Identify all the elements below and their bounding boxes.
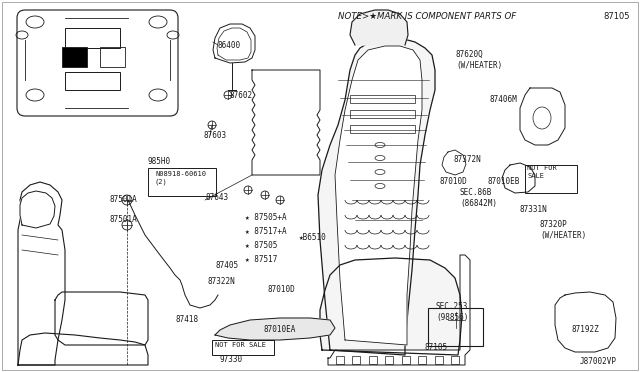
Text: 87010EA: 87010EA [263, 326, 296, 334]
Text: SEC.253
(98856): SEC.253 (98856) [436, 302, 468, 322]
Bar [212, 340, 274, 355]
Text: 87406M: 87406M [490, 96, 518, 105]
Bar [350, 110, 415, 118]
Text: NOT FOR SALE: NOT FOR SALE [215, 342, 266, 348]
Text: N08918-60610
(2): N08918-60610 (2) [155, 171, 206, 185]
Bar [336, 356, 344, 364]
Text: J87002VP: J87002VP [580, 357, 617, 366]
Bar [428, 308, 483, 346]
Text: 87320P
(W/HEATER): 87320P (W/HEATER) [540, 220, 586, 240]
Text: ★ 87517: ★ 87517 [245, 254, 277, 263]
Text: 87418: 87418 [175, 315, 198, 324]
Text: ★ 87505: ★ 87505 [245, 241, 277, 250]
Text: 87372N: 87372N [453, 155, 481, 164]
Polygon shape [213, 24, 255, 63]
Text: 87105: 87105 [603, 12, 630, 21]
Bar [451, 356, 459, 364]
Text: NOTE>★MARK IS COMPONENT PARTS OF: NOTE>★MARK IS COMPONENT PARTS OF [338, 12, 516, 21]
Polygon shape [252, 70, 320, 175]
Bar [525, 165, 577, 193]
Polygon shape [520, 88, 565, 145]
Polygon shape [350, 10, 408, 45]
Polygon shape [20, 191, 55, 228]
Text: 86400: 86400 [218, 41, 241, 49]
Text: 87192Z: 87192Z [572, 326, 600, 334]
Bar [435, 356, 443, 364]
Polygon shape [320, 258, 462, 355]
Text: 87010D: 87010D [440, 177, 468, 186]
Bar [350, 95, 415, 103]
Text: 87643: 87643 [205, 193, 228, 202]
Polygon shape [18, 333, 148, 365]
Polygon shape [328, 255, 470, 365]
Polygon shape [335, 46, 422, 345]
Text: ★B6510: ★B6510 [299, 234, 327, 243]
Bar [369, 356, 377, 364]
Polygon shape [442, 150, 466, 175]
Text: ★ 87505+A: ★ 87505+A [245, 214, 287, 222]
Bar [65, 28, 120, 48]
Polygon shape [318, 38, 435, 355]
Text: 87501A: 87501A [110, 196, 138, 205]
Bar [148, 168, 216, 196]
Bar [62, 47, 87, 67]
Text: SEC.86B
(86842M): SEC.86B (86842M) [460, 188, 497, 208]
Text: 985H0: 985H0 [148, 157, 171, 167]
Text: 87010EB: 87010EB [487, 177, 520, 186]
Text: 87405: 87405 [215, 260, 238, 269]
Bar [350, 125, 415, 133]
Text: 87501A: 87501A [110, 215, 138, 224]
Bar [65, 72, 120, 90]
Text: ★ 87517+A: ★ 87517+A [245, 228, 287, 237]
Text: 87602: 87602 [230, 90, 253, 99]
Text: 87620Q
(W/HEATER): 87620Q (W/HEATER) [456, 50, 502, 70]
Polygon shape [18, 182, 65, 365]
Bar [353, 356, 360, 364]
Polygon shape [55, 292, 148, 345]
Text: 87331N: 87331N [520, 205, 548, 215]
Bar [418, 356, 426, 364]
Bar [402, 356, 410, 364]
Bar [385, 356, 394, 364]
Polygon shape [215, 318, 335, 340]
Text: 87322N: 87322N [208, 278, 236, 286]
Polygon shape [502, 163, 535, 193]
Text: 87010D: 87010D [268, 285, 296, 295]
Polygon shape [555, 292, 616, 352]
Text: 87603: 87603 [203, 131, 226, 140]
Text: NOT FOR
SALE: NOT FOR SALE [527, 166, 557, 179]
Text: 97330: 97330 [220, 356, 243, 365]
Bar [100, 47, 125, 67]
Text: 87105: 87105 [424, 343, 447, 353]
